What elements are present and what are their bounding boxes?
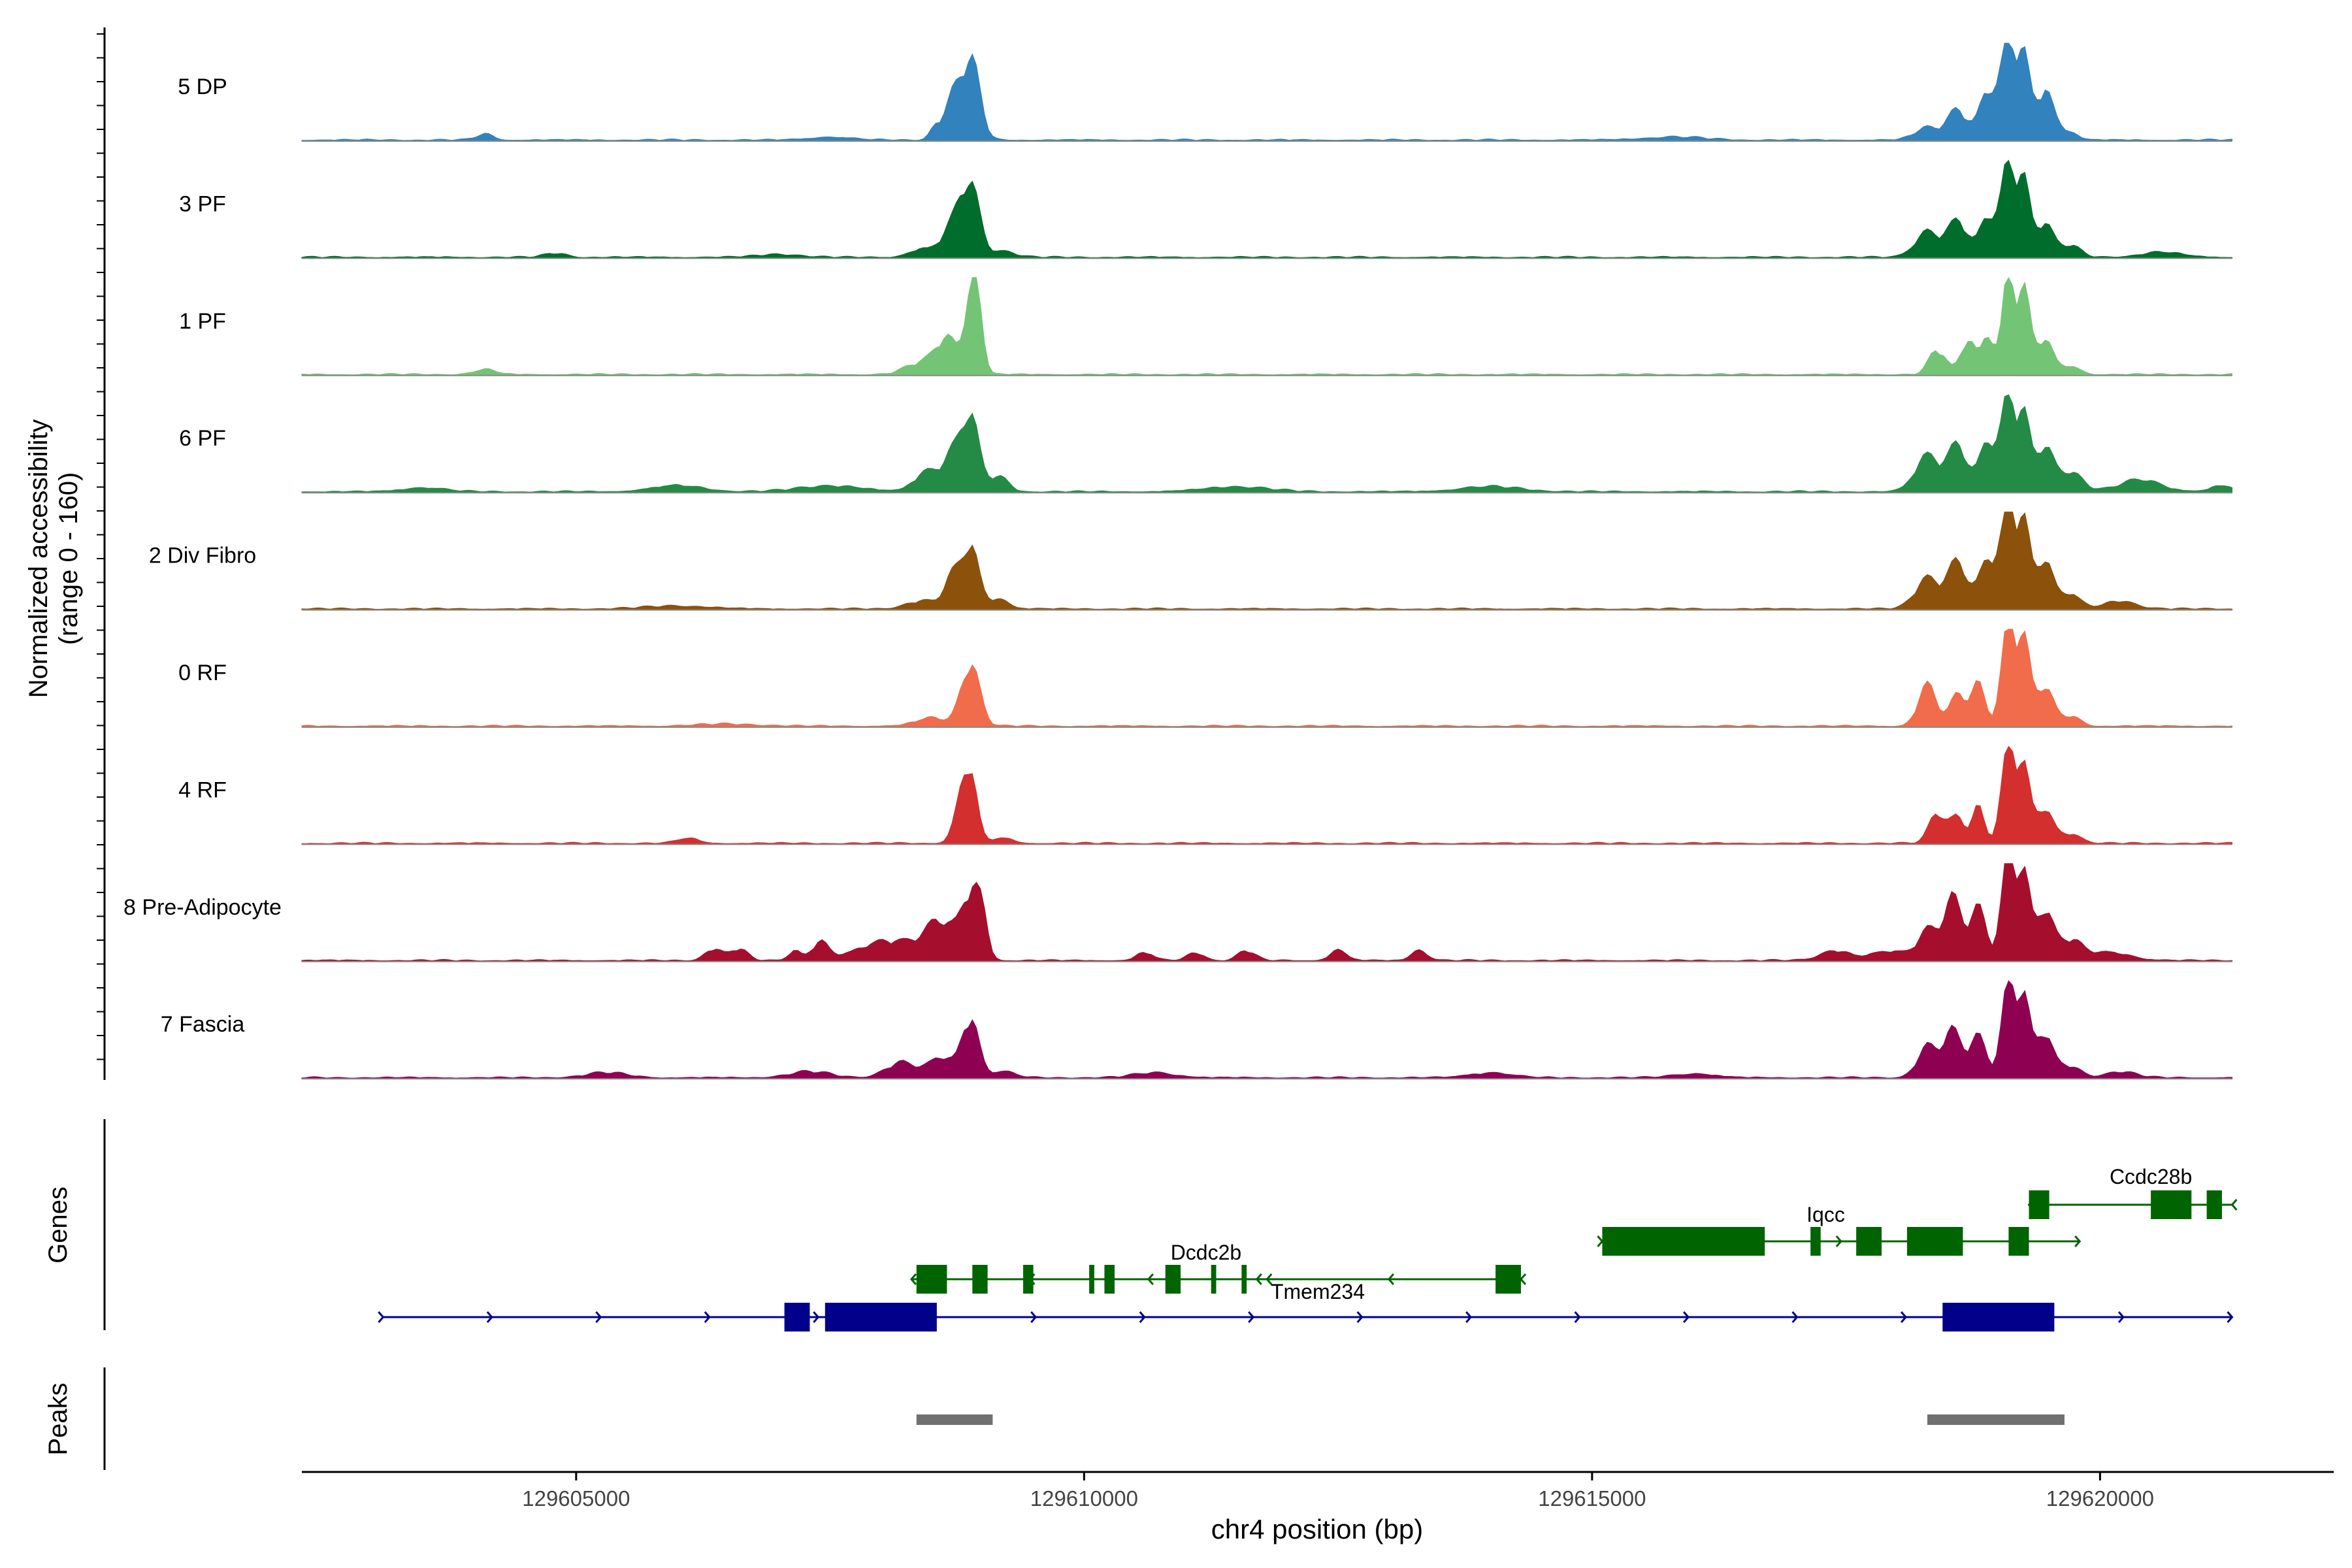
gene-label: Ccdc28b [2110,1165,2192,1188]
strand-arrow [1900,1311,1908,1323]
y-axis-title-line2: (range 0 - 160) [54,472,83,645]
x-tick-label: 129610000 [1030,1486,1138,1511]
coverage-area [301,629,2232,728]
gene-unnamed [378,1303,2234,1331]
gene-annotation-track: Ccdc28b Iqcc Dcdc2b Tmem234 [378,1165,2238,1331]
track-label: 1 PF [179,309,226,334]
exon [1211,1265,1217,1294]
track-label: 4 RF [178,777,227,802]
exon [916,1265,947,1294]
strand-arrow [2074,1235,2082,1247]
exon [825,1303,937,1331]
exon [784,1303,810,1331]
track-0-rf: 0 RF [178,629,2232,728]
strand-arrow [378,1311,385,1323]
strand-arrow [1574,1311,1581,1323]
strand-arrow [1139,1311,1146,1323]
track-6-pf: 6 PF [179,394,2232,494]
strand-arrow [1465,1311,1473,1323]
track-2-div-fibro: 2 Div Fibro [149,512,2232,611]
strand-arrow [1520,1273,1527,1285]
x-tick-label: 129605000 [522,1486,630,1511]
exon [972,1265,988,1294]
coverage-area [301,159,2232,259]
strand-arrow [1356,1311,1364,1323]
strand-arrow [704,1311,711,1323]
track-3-pf: 3 PF [179,159,2232,259]
track-label: 5 DP [178,74,227,99]
coverage-area [301,863,2232,962]
exon [1241,1265,1247,1294]
track-4-rf: 4 RF [178,745,2232,845]
exon [1023,1265,1034,1294]
track-8-pre-adipocyte: 8 Pre-Adipocyte [123,863,2232,962]
track-label: 3 PF [179,191,226,216]
track-1-pf: 1 PF [179,276,2232,376]
exon [2029,1190,2050,1219]
strand-arrow [813,1311,820,1323]
coverage-area [301,276,2232,376]
strand-arrow [1387,1273,1394,1285]
exon [1089,1265,1094,1294]
strand-arrow [1147,1273,1154,1285]
exon [1856,1227,1882,1256]
track-label: 2 Div Fibro [149,544,256,568]
strand-arrow [1248,1311,1255,1323]
y-axis [97,27,106,1080]
coverage-tracks: 5 DP 3 PF 1 PF 6 PF 2 Div Fibro 0 RF 4 RF 8 Pre… [123,42,2232,1080]
exon [1942,1303,2055,1331]
exon [1602,1227,1765,1256]
strand-arrow [910,1273,917,1285]
strand-arrow [1030,1311,1037,1323]
track-label: 7 Fascia [161,1012,245,1037]
x-tick-label: 129615000 [1538,1486,1646,1511]
exon [2008,1227,2029,1256]
strand-arrow [1791,1311,1799,1323]
coverage-area [301,42,2232,142]
exon [1810,1227,1821,1256]
gene-iqcc: Iqcc [1597,1203,2082,1256]
y-axis-title-line1: Normalized accessibility [24,419,53,698]
strand-arrow [2227,1311,2234,1323]
peaks-panel-label: Peaks [44,1382,73,1455]
exon [1104,1265,1115,1294]
track-7-fascia: 7 Fascia [161,980,2232,1080]
genes-panel-label: Genes [44,1186,73,1264]
strand-arrow [1835,1235,1842,1247]
strand-arrow [1682,1311,1690,1323]
strand-arrow [1597,1235,1604,1247]
strand-arrow [2117,1311,2125,1323]
x-tick-label: 129620000 [2046,1486,2154,1511]
exon [2151,1190,2192,1219]
track-5-dp: 5 DP [178,42,2232,142]
strand-arrow [486,1311,493,1323]
exon [1495,1265,1521,1294]
gene-label: Iqcc [1806,1203,1845,1226]
exon [1906,1227,1963,1256]
coverage-area [301,394,2232,493]
gene-tmem234: Tmem234 [1255,1265,1527,1303]
gene-dcdc2b: Dcdc2b [910,1241,1273,1294]
coverage-area [301,512,2232,611]
coverage-area [301,745,2232,845]
peak-bar [916,1414,993,1425]
x-axis-title: chr4 position (bp) [1211,1514,1424,1544]
gene-label: Dcdc2b [1171,1241,1242,1264]
peaks-track [916,1414,2065,1425]
strand-arrow [1255,1273,1262,1285]
gene-ccdc28b: Ccdc28b [2027,1165,2238,1219]
strand-arrow [2230,1199,2238,1211]
track-label: 8 Pre-Adipocyte [123,895,282,920]
strand-arrow [595,1311,602,1323]
coverage-area [301,980,2232,1079]
track-label: 0 RF [178,661,227,685]
exon [2206,1190,2222,1219]
peak-bar [1927,1414,2065,1425]
x-axis: 129605000 129610000 129615000 129620000 [522,1472,2154,1511]
gene-label: Tmem234 [1271,1280,1365,1303]
exon [1165,1265,1181,1294]
track-label: 6 PF [179,426,226,451]
